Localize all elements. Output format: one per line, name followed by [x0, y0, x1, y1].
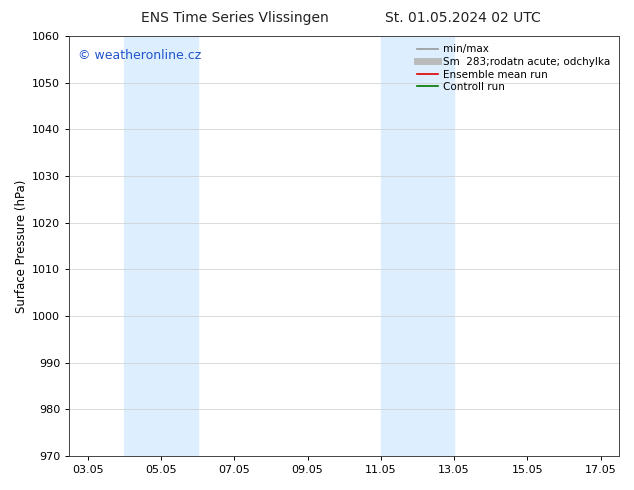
Text: St. 01.05.2024 02 UTC: St. 01.05.2024 02 UTC — [385, 11, 541, 25]
Legend: min/max, Sm  283;rodatn acute; odchylka, Ensemble mean run, Controll run: min/max, Sm 283;rodatn acute; odchylka, … — [414, 41, 614, 96]
Text: © weatheronline.cz: © weatheronline.cz — [77, 49, 201, 62]
Bar — [381, 36, 454, 456]
Y-axis label: Surface Pressure (hPa): Surface Pressure (hPa) — [15, 179, 28, 313]
Text: ENS Time Series Vlissingen: ENS Time Series Vlissingen — [141, 11, 328, 25]
Bar — [124, 36, 198, 456]
